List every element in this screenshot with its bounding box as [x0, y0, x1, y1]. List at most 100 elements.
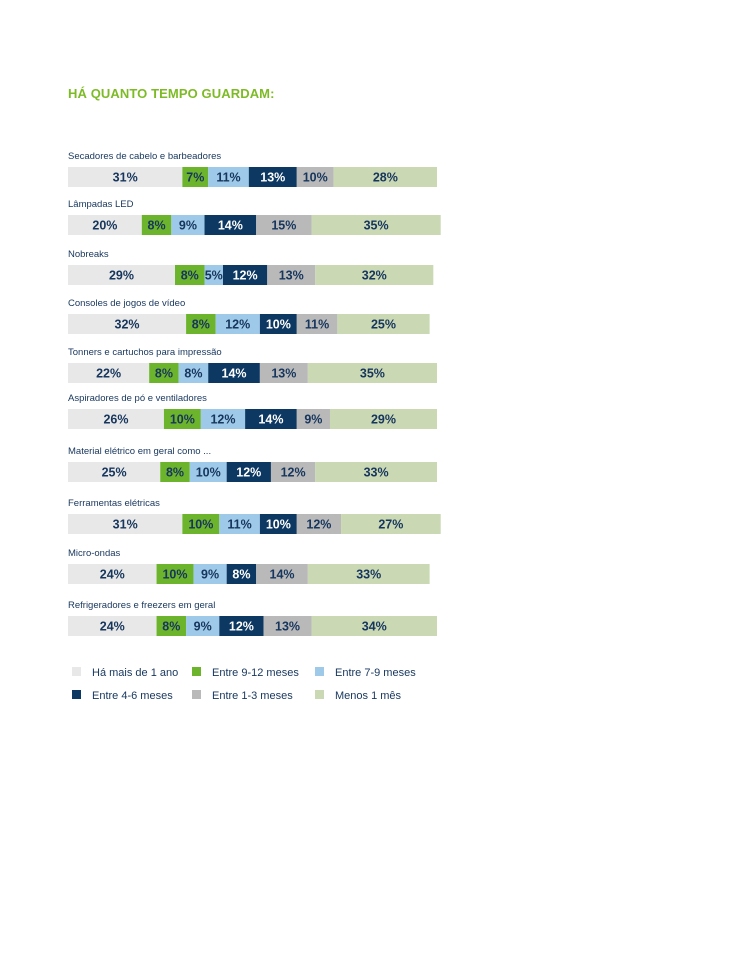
bar-segment — [156, 564, 194, 584]
bar-segment — [337, 314, 430, 334]
bar-segment — [307, 363, 437, 383]
bar-segment — [68, 265, 176, 285]
data-label: 14% — [222, 367, 247, 381]
data-label: 13% — [260, 171, 285, 185]
data-label: 25% — [102, 466, 127, 480]
bars-layer: Secadores de cabelo e barbeadores 31% 7% 11… — [68, 151, 441, 636]
data-label: 32% — [115, 318, 140, 332]
data-label: 24% — [100, 620, 125, 634]
bar-segment — [208, 363, 260, 383]
data-label: 12% — [281, 466, 306, 480]
bar-segment — [68, 215, 142, 235]
data-label: 10% — [162, 568, 187, 582]
bar-segment — [226, 564, 257, 584]
data-label: 25% — [371, 318, 396, 332]
bar-segment — [296, 409, 330, 429]
data-label: 9% — [201, 568, 219, 582]
data-label: 10% — [266, 318, 291, 332]
bar-segment — [68, 409, 164, 429]
bar-segment — [156, 616, 187, 636]
data-label: 10% — [303, 171, 328, 185]
data-label: 9% — [179, 219, 197, 233]
bar-segment — [259, 363, 308, 383]
data-label: 8% — [148, 219, 166, 233]
category-label: Aspiradores de pó e ventiladores — [68, 393, 207, 404]
data-label: 20% — [92, 219, 117, 233]
legend-swatch — [192, 690, 201, 699]
bar-segment — [263, 616, 312, 636]
data-label: 12% — [306, 518, 331, 532]
legend-swatch — [72, 690, 81, 699]
bar-segment — [204, 265, 223, 285]
bar-segment — [222, 265, 268, 285]
legend-label: Menos 1 mês — [335, 690, 402, 702]
data-label: 9% — [194, 620, 212, 634]
data-label: 12% — [225, 318, 250, 332]
bar-segment — [186, 616, 220, 636]
bar-segment — [259, 514, 297, 534]
data-label: 12% — [233, 269, 258, 283]
data-label: 13% — [275, 620, 300, 634]
bar-segment — [163, 409, 201, 429]
legend-swatch — [315, 690, 324, 699]
data-label: 10% — [196, 466, 221, 480]
bar-segment — [68, 564, 157, 584]
data-label: 8% — [155, 367, 173, 381]
data-label: 11% — [216, 171, 240, 185]
data-label: 33% — [364, 466, 389, 480]
bar-segment — [149, 363, 179, 383]
bar-segment — [315, 462, 437, 482]
legend-swatch — [315, 667, 324, 676]
bar-segment — [204, 215, 257, 235]
bar-segment — [315, 265, 434, 285]
bar-segment — [296, 314, 338, 334]
bar-segment — [307, 564, 430, 584]
bar-segment — [178, 363, 209, 383]
data-label: 7% — [186, 171, 204, 185]
bar-segment — [171, 215, 205, 235]
data-label: 11% — [227, 518, 251, 532]
bar-segment — [311, 215, 441, 235]
data-label: 8% — [181, 269, 199, 283]
bar-segment — [182, 167, 209, 187]
category-label: Micro-ondas — [68, 548, 121, 559]
bar-segment — [341, 514, 441, 534]
data-label: 8% — [192, 318, 210, 332]
bar-segment — [175, 265, 205, 285]
category-label: Lâmpadas LED — [68, 199, 134, 210]
chart-title: HÁ QUANTO TEMPO GUARDAM: — [68, 86, 275, 101]
legend-swatch — [72, 667, 81, 676]
bar-segment — [68, 314, 187, 334]
bar-segment — [68, 514, 183, 534]
category-label: Material elétrico em geral como ... — [68, 446, 211, 457]
data-label: 15% — [271, 219, 296, 233]
data-label: 13% — [279, 269, 304, 283]
data-label: 14% — [218, 219, 243, 233]
bar-segment — [333, 167, 437, 187]
data-label: 13% — [271, 367, 296, 381]
data-label: 8% — [162, 620, 180, 634]
legend: Há mais de 1 ano Entre 9-12 meses Entre 7-… — [72, 667, 416, 702]
data-label: 9% — [304, 413, 322, 427]
data-label: 35% — [360, 367, 385, 381]
data-label: 33% — [356, 568, 381, 582]
legend-label: Há mais de 1 ano — [92, 667, 178, 679]
bar-segment — [296, 514, 342, 534]
data-label: 11% — [305, 318, 329, 332]
category-label: Nobreaks — [68, 249, 109, 260]
category-label: Consoles de jogos de vídeo — [68, 298, 185, 309]
data-label: 10% — [188, 518, 213, 532]
category-label: Refrigeradores e freezers em geral — [68, 600, 215, 611]
bar-segment — [193, 564, 227, 584]
category-label: Secadores de cabelo e barbeadores — [68, 151, 221, 162]
bar-segment — [219, 616, 264, 636]
data-label: 8% — [166, 466, 184, 480]
data-label: 5% — [205, 269, 223, 283]
bar-segment — [160, 462, 190, 482]
data-label: 12% — [236, 466, 261, 480]
bar-segment — [226, 462, 271, 482]
data-label: 29% — [371, 413, 396, 427]
bar-segment — [245, 409, 297, 429]
bar-segment — [68, 363, 150, 383]
